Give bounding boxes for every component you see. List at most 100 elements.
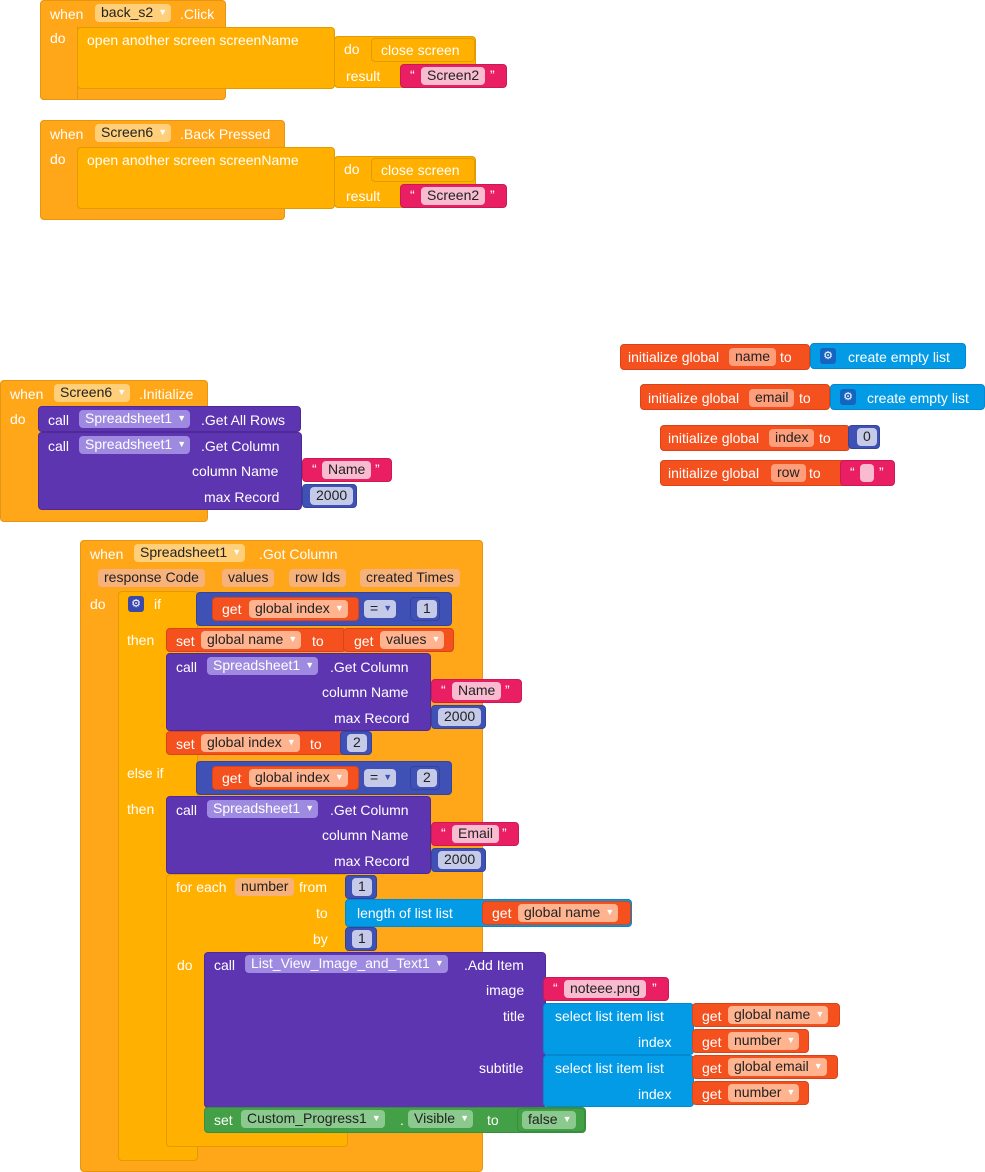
component-dropdown[interactable]: Spreadsheet1 ▼ [79, 410, 191, 428]
global-var-name[interactable]: name [729, 348, 777, 366]
number-value[interactable]: 1 [417, 600, 437, 618]
image-label: image [486, 982, 525, 998]
dropdown-arrow-icon: ▼ [288, 634, 298, 644]
get-label: get [702, 1086, 722, 1102]
variable-dropdown[interactable]: global email ▼ [728, 1058, 827, 1076]
dropdown-arrow-icon: ▼ [334, 772, 344, 782]
component-dropdown[interactable]: back_s2 ▼ [95, 4, 172, 22]
subtitle-label: subtitle [479, 1060, 524, 1076]
number-value[interactable]: 2000 [310, 487, 354, 505]
open-screen-block[interactable] [77, 147, 335, 209]
select-list-item-block[interactable] [543, 1003, 694, 1055]
empty-text-value[interactable] [860, 464, 874, 482]
variable-dropdown[interactable]: global index ▼ [249, 600, 348, 618]
event-param[interactable]: values [222, 569, 275, 587]
method-name: .Get Column [330, 802, 409, 818]
event-param[interactable]: row Ids [289, 569, 347, 587]
create-empty-list-label: create empty list [867, 390, 969, 406]
component-dropdown[interactable]: List_View_Image_and_Text1 ▼ [245, 955, 448, 973]
gear-icon[interactable]: ⚙ [128, 596, 144, 612]
get-label: get [222, 770, 242, 786]
init-global-email-block[interactable] [640, 384, 830, 410]
max-record-label: max Record [204, 489, 280, 505]
variable-dropdown[interactable]: global name ▼ [518, 904, 619, 922]
global-var-email[interactable]: email [749, 389, 795, 407]
else-if-label: else if [127, 765, 164, 781]
variable-dropdown[interactable]: global name ▼ [728, 1006, 829, 1024]
close-screen-block[interactable] [371, 158, 475, 182]
select-list-item-block[interactable] [543, 1055, 694, 1107]
dropdown-arrow-icon: ▼ [605, 907, 615, 917]
gear-icon[interactable]: ⚙ [820, 348, 836, 364]
call-label: call [48, 438, 70, 454]
component-dropdown[interactable]: Spreadsheet1 ▼ [207, 657, 319, 675]
variable-dropdown[interactable]: values ▼ [380, 631, 445, 649]
component-dropdown[interactable]: Screen6 ▼ [95, 124, 172, 142]
variable-dropdown[interactable]: number ▼ [728, 1084, 800, 1102]
gear-icon[interactable]: ⚙ [840, 389, 856, 405]
screen-name-text[interactable]: Screen2 [421, 187, 486, 205]
operator-dropdown[interactable]: = ▼ [364, 769, 397, 787]
variable-dropdown[interactable]: global name ▼ [201, 631, 302, 649]
loop-variable[interactable]: number [235, 878, 295, 896]
number-value[interactable]: 2 [417, 769, 437, 787]
boolean-dropdown[interactable]: false ▼ [522, 1111, 576, 1129]
to-label: to [312, 633, 324, 649]
number-value[interactable]: 2000 [438, 708, 482, 726]
quote-open: “ [553, 980, 558, 996]
open-screen-block[interactable] [77, 27, 335, 89]
variable-dropdown[interactable]: global index ▼ [201, 734, 300, 752]
result-label: result [346, 188, 381, 204]
do-label: do [10, 411, 26, 427]
call-label: call [214, 957, 236, 973]
dropdown-arrow-icon: ▼ [786, 1035, 796, 1045]
event-name: .Click [180, 6, 215, 22]
inner-do-label: do [344, 41, 360, 57]
number-value[interactable]: 1 [352, 878, 372, 896]
text-value[interactable]: noteee.png [564, 980, 647, 998]
component-dropdown[interactable]: Spreadsheet1 ▼ [207, 800, 319, 818]
get-label: get [702, 1008, 722, 1024]
quote-open: “ [441, 825, 446, 841]
event-param[interactable]: created Times [360, 569, 460, 587]
dropdown-arrow-icon: ▼ [305, 660, 315, 670]
create-empty-list-block[interactable] [810, 343, 966, 369]
quote-close: ” [502, 825, 507, 841]
number-value[interactable]: 0 [857, 428, 877, 446]
close-screen-block[interactable] [371, 38, 475, 62]
component-dropdown[interactable]: Custom_Progress1 ▼ [241, 1110, 385, 1128]
number-value[interactable]: 2 [347, 734, 367, 752]
global-var-index[interactable]: index [769, 429, 815, 447]
get-label: get [702, 1034, 722, 1050]
component-dropdown[interactable]: Screen6 ▼ [54, 384, 131, 402]
column-name-label: column Name [192, 463, 279, 479]
text-value[interactable]: Email [452, 825, 500, 843]
screen-name-text[interactable]: Screen2 [421, 67, 486, 85]
global-var-row[interactable]: row [771, 464, 806, 482]
do-label: do [50, 151, 66, 167]
method-name: .Get All Rows [201, 412, 286, 428]
operator-dropdown[interactable]: = ▼ [364, 600, 397, 618]
to-label: to [487, 1112, 499, 1128]
quote-close: ” [652, 980, 657, 996]
add-item-block[interactable] [204, 952, 546, 1108]
quote-open: “ [850, 464, 855, 480]
event-block-back-click-body [40, 26, 78, 100]
text-value[interactable]: Name [322, 461, 372, 479]
init-global-name-block[interactable] [620, 344, 810, 370]
event-param[interactable]: response Code [98, 569, 205, 587]
property-dropdown[interactable]: Visible ▼ [408, 1110, 473, 1128]
component-dropdown[interactable]: Spreadsheet1 ▼ [134, 544, 246, 562]
number-value[interactable]: 1 [352, 930, 372, 948]
number-value[interactable]: 2000 [438, 851, 482, 869]
create-empty-list-label: create empty list [848, 349, 950, 365]
quote-close: ” [879, 464, 884, 480]
variable-dropdown[interactable]: global index ▼ [249, 769, 348, 787]
component-dropdown[interactable]: Spreadsheet1 ▼ [79, 436, 191, 454]
variable-dropdown[interactable]: number ▼ [728, 1032, 800, 1050]
text-value[interactable]: Name [452, 682, 502, 700]
to-label: to [809, 465, 821, 481]
set-label: set [176, 633, 195, 649]
quote-open: “ [410, 187, 415, 203]
dropdown-arrow-icon: ▼ [813, 1061, 823, 1071]
